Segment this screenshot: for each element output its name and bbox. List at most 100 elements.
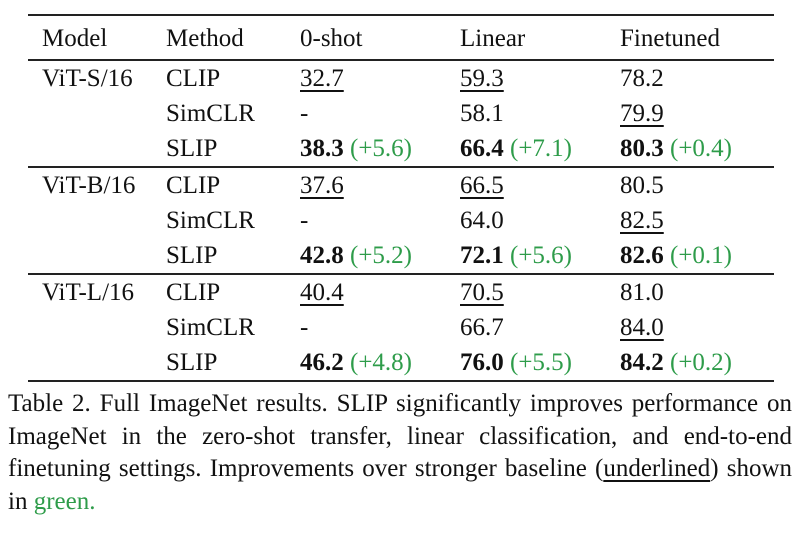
- improvement-delta: (+5.6): [510, 241, 572, 269]
- imagenet-results-table: Model Method 0-shot Linear Finetuned ViT…: [28, 14, 774, 382]
- cell-zero-shot: 37.6: [300, 166, 460, 203]
- cell-zero-shot: -: [300, 203, 460, 238]
- cell-finetuned: 82.5: [620, 203, 774, 238]
- cell-finetuned: 80.3 (+0.4): [620, 131, 774, 167]
- cell-method: SimCLR: [166, 313, 255, 341]
- table-row: SLIP 38.3 (+5.6) 66.4 (+7.1) 80.3 (+0.4): [28, 131, 774, 167]
- cell-value: 80.3: [620, 134, 664, 162]
- cell-method: SLIP: [166, 345, 300, 382]
- cell-finetuned: 80.5: [620, 166, 774, 203]
- cell-model: [28, 96, 166, 131]
- cell-value: 84.2: [620, 348, 664, 376]
- cell-method: CLIP: [166, 64, 221, 92]
- header-finetuned: Finetuned: [620, 24, 720, 52]
- cell-finetuned: 84.0: [620, 310, 774, 345]
- cell-value: 80.5: [620, 171, 664, 199]
- header-model: Model: [42, 24, 108, 52]
- cell-model: [28, 310, 166, 345]
- improvement-delta: (+7.1): [510, 134, 572, 162]
- cell-zero-shot: -: [300, 310, 460, 345]
- improvement-delta: (+4.8): [350, 348, 412, 376]
- improvement-delta: (+5.6): [350, 134, 412, 162]
- cell-linear: 59.3: [460, 60, 620, 96]
- cell-method: CLIP: [166, 273, 300, 310]
- cell-zero-shot: 38.3 (+5.6): [300, 131, 460, 167]
- header-linear: Linear: [460, 24, 526, 52]
- cell-model: ViT-L/16: [28, 273, 166, 310]
- cell-value: 82.5: [620, 206, 664, 234]
- table-row: SimCLR - 66.7 84.0: [28, 310, 774, 345]
- cell-value: 32.7: [300, 64, 344, 92]
- cell-finetuned: 78.2: [620, 60, 774, 96]
- cell-method: SLIP: [166, 134, 218, 162]
- cell-value: 78.2: [620, 64, 664, 92]
- cell-method: SimCLR: [166, 99, 255, 127]
- cell-value: -: [300, 206, 309, 234]
- cell-value: 59.3: [460, 64, 504, 92]
- cell-value: 38.3: [300, 134, 344, 162]
- cell-value: 84.0: [620, 313, 664, 341]
- cell-linear: 66.5: [460, 166, 620, 203]
- table-row: SimCLR - 64.0 82.5: [28, 203, 774, 238]
- cell-model: [28, 131, 166, 167]
- cell-value: 72.1: [460, 241, 504, 269]
- table-row: ViT-L/16 CLIP 40.4 70.5 81.0: [28, 273, 774, 310]
- cell-finetuned: 81.0: [620, 273, 774, 310]
- cell-linear: 66.7: [460, 310, 620, 345]
- cell-method: SLIP: [166, 241, 218, 269]
- header-zero-shot: 0-shot: [300, 24, 363, 52]
- improvement-delta: (+0.1): [670, 241, 732, 269]
- cell-value: 66.7: [460, 313, 504, 341]
- cell-linear: 58.1: [460, 96, 620, 131]
- cell-value: -: [300, 313, 309, 341]
- table-caption: Table 2. Full ImageNet results. SLIP sig…: [8, 388, 792, 518]
- cell-value: 70.5: [460, 278, 504, 306]
- cell-model: [28, 345, 166, 382]
- table-row: ViT-S/16 CLIP 32.7 59.3 78.2: [28, 60, 774, 96]
- cell-value: 37.6: [300, 171, 344, 199]
- cell-value: 66.4: [460, 134, 504, 162]
- cell-linear: 72.1 (+5.6): [460, 238, 620, 274]
- cell-model: ViT-B/16: [28, 166, 166, 203]
- table-body: ViT-S/16 CLIP 32.7 59.3 78.2 SimCLR -58.1 79.9 S…: [28, 60, 774, 382]
- cell-zero-shot: -: [300, 96, 460, 131]
- cell-linear: 70.5: [460, 273, 620, 310]
- cell-value: 66.5: [460, 171, 504, 199]
- improvement-delta: (+0.4): [670, 134, 732, 162]
- table-header-row: Model Method 0-shot Linear Finetuned: [28, 15, 774, 60]
- table-row: SLIP 46.2 (+4.8) 76.0 (+5.5) 84.2 (+0.2): [28, 345, 774, 382]
- caption-text: Table 2. Full ImageNet results. SLIP sig…: [8, 390, 792, 482]
- cell-model: ViT-S/16: [42, 64, 133, 92]
- cell-value: 42.8: [300, 241, 344, 269]
- cell-value: 40.4: [300, 278, 344, 306]
- cell-value: 76.0: [460, 348, 504, 376]
- table-row: SimCLR - 58.1 79.9: [28, 96, 774, 131]
- cell-value: 82.6: [620, 241, 664, 269]
- caption-green-word: green.: [33, 487, 96, 515]
- cell-finetuned: 84.2 (+0.2): [620, 345, 774, 382]
- cell-linear: 66.4 (+7.1): [460, 131, 620, 167]
- improvement-delta: (+5.2): [350, 241, 412, 269]
- cell-model: [28, 238, 166, 274]
- improvement-delta: (+5.5): [510, 348, 572, 376]
- cell-value: -: [300, 99, 309, 127]
- cell-finetuned: 79.9: [620, 96, 774, 131]
- cell-zero-shot: 42.8 (+5.2): [300, 238, 460, 274]
- cell-linear: 76.0 (+5.5): [460, 345, 620, 382]
- results-table-container: Model Method 0-shot Linear Finetuned ViT…: [28, 14, 774, 382]
- table-row: SLIP 42.8 (+5.2) 72.1 (+5.6) 82.6 (+0.1): [28, 238, 774, 274]
- cell-method: SimCLR: [166, 206, 255, 234]
- cell-value: 58.1: [460, 99, 504, 127]
- cell-zero-shot: 32.7: [300, 60, 460, 96]
- cell-model: [28, 203, 166, 238]
- cell-value: 46.2: [300, 348, 344, 376]
- improvement-delta: (+0.2): [670, 348, 732, 376]
- cell-linear: 64.0: [460, 203, 620, 238]
- cell-value: 81.0: [620, 278, 664, 306]
- table-row: ViT-B/16 CLIP 37.6 66.5 80.5: [28, 166, 774, 203]
- cell-zero-shot: 46.2 (+4.8): [300, 345, 460, 382]
- cell-zero-shot: 40.4: [300, 273, 460, 310]
- caption-text-2: ) shown in: [8, 455, 792, 515]
- cell-value: 79.9: [620, 99, 664, 127]
- caption-underlined-word: underlined: [603, 455, 711, 482]
